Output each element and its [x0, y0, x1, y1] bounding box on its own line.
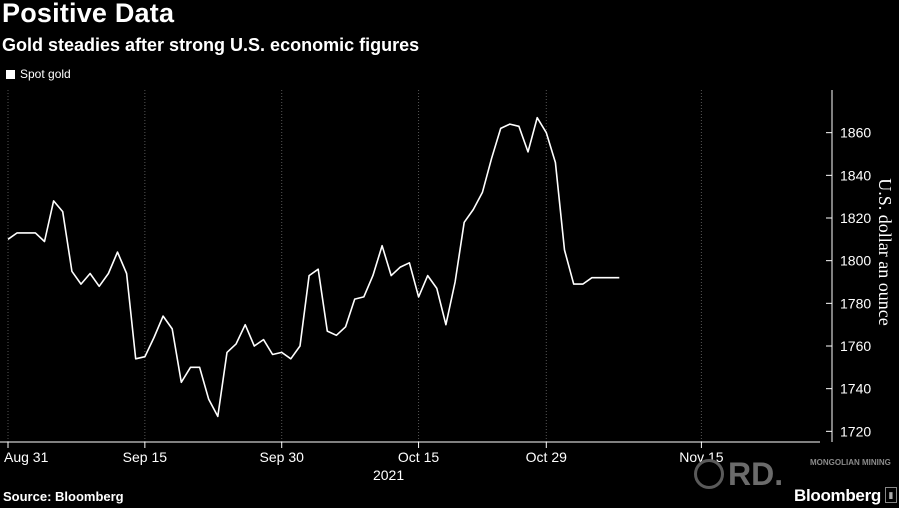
series-line-spot-gold [7, 116, 620, 418]
x-tick-label: Oct 15 [398, 449, 439, 465]
x-axis-title: 2021 [373, 467, 404, 483]
y-tick-label: 1720 [840, 423, 871, 439]
y-tick-label: 1760 [840, 338, 871, 354]
y-tick-label: 1780 [840, 295, 871, 311]
x-tick-label: Aug 31 [4, 449, 49, 465]
y-tick-label: 1860 [840, 125, 871, 141]
chart-subtitle: Gold steadies after strong U.S. economic… [2, 35, 420, 55]
watermark-subtext: MONGOLIAN MINING [810, 458, 891, 467]
x-tick-label: Oct 29 [526, 449, 567, 465]
x-tick-label: Sep 15 [123, 449, 168, 465]
y-tick-label: 1820 [840, 210, 871, 226]
y-tick-label: 1840 [840, 167, 871, 183]
brand-logo: Bloomberg [793, 486, 881, 505]
source-note: Source: Bloomberg [3, 489, 124, 504]
watermark-text: RD. [728, 456, 784, 492]
legend-label: Spot gold [20, 67, 71, 81]
legend: Spot gold [6, 67, 71, 81]
y-tick-label: 1800 [840, 253, 871, 269]
bookmark-icon: ▮ [885, 487, 897, 503]
watermark-logo: RD. [694, 458, 783, 490]
x-tick-label: Sep 30 [260, 449, 305, 465]
legend-swatch [6, 69, 15, 79]
chart-title: Positive Data [2, 0, 175, 28]
y-tick-label: 1740 [840, 381, 871, 397]
y-axis-title: U.S. dollar an ounce [875, 178, 895, 325]
watermark-circle-icon [694, 459, 724, 489]
